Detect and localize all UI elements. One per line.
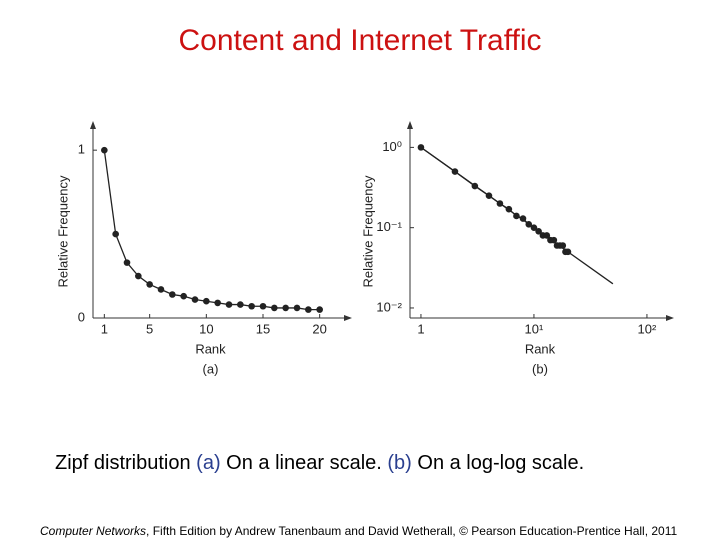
- data-point: [305, 306, 312, 313]
- caption-text: On a log-log scale.: [411, 452, 585, 474]
- data-point: [191, 296, 199, 303]
- data-point: [282, 304, 289, 312]
- axis-arrow: [666, 315, 674, 321]
- y-tick-label: 10⁻¹: [376, 219, 402, 234]
- footer: Computer Networks, Fifth Edition by Andr…: [40, 524, 677, 538]
- book-title: Computer Networks: [40, 524, 147, 538]
- y-tick-label: 1: [78, 142, 85, 157]
- x-tick-label: 10¹: [525, 321, 544, 336]
- data-point: [271, 304, 278, 312]
- x-tick-label: 5: [146, 321, 153, 336]
- x-tick-label: 15: [256, 321, 270, 336]
- data-point: [101, 146, 108, 154]
- data-point: [237, 301, 244, 308]
- axis-arrow: [344, 315, 352, 321]
- caption: Zipf distribution (a) On a linear scale.…: [55, 452, 584, 475]
- y-tick-label: 0: [78, 309, 85, 324]
- data-point: [248, 302, 255, 310]
- x-tick-label: 20: [312, 321, 326, 336]
- chart-subtitle: (b): [532, 361, 548, 376]
- x-axis-title: Rank: [525, 341, 556, 356]
- data-point: [157, 286, 165, 293]
- data-point: [146, 281, 153, 288]
- x-tick-label: 1: [101, 321, 108, 336]
- chart-subtitle: (a): [203, 361, 219, 376]
- series-line: [103, 150, 320, 311]
- caption-text: Zipf distribution: [55, 452, 197, 474]
- slide-title: Content and Internet Traffic: [178, 24, 542, 57]
- data-point: [225, 301, 233, 308]
- data-point: [316, 306, 323, 313]
- data-point: [169, 291, 176, 298]
- x-tick-label: 10²: [638, 321, 657, 336]
- data-point: [123, 259, 131, 266]
- data-point: [180, 292, 187, 300]
- caption-ref: (b): [387, 452, 412, 474]
- data-point: [112, 230, 119, 238]
- x-axis-title: Rank: [195, 341, 226, 356]
- y-tick-label: 10⁻²: [376, 299, 402, 314]
- series-line: [420, 146, 614, 285]
- data-point: [550, 236, 558, 244]
- x-tick-label: 1: [417, 321, 424, 336]
- y-axis-title: Relative Frequency: [55, 175, 70, 287]
- data-point: [135, 272, 142, 280]
- data-point: [214, 299, 221, 307]
- data-point: [519, 215, 527, 222]
- footer-text: , Fifth Edition by Andrew Tanenbaum and …: [146, 524, 678, 538]
- x-tick-label: 10: [199, 321, 213, 336]
- y-axis-title: Relative Frequency: [360, 175, 375, 287]
- y-tick-label: 10⁰: [382, 139, 402, 154]
- axis-arrow: [407, 121, 413, 129]
- axis-arrow: [90, 121, 96, 129]
- caption-text: On a linear scale.: [220, 452, 388, 474]
- caption-ref: (a): [196, 452, 221, 474]
- data-point: [203, 297, 210, 305]
- data-point: [259, 302, 267, 310]
- data-point: [543, 232, 551, 239]
- data-point: [293, 304, 301, 312]
